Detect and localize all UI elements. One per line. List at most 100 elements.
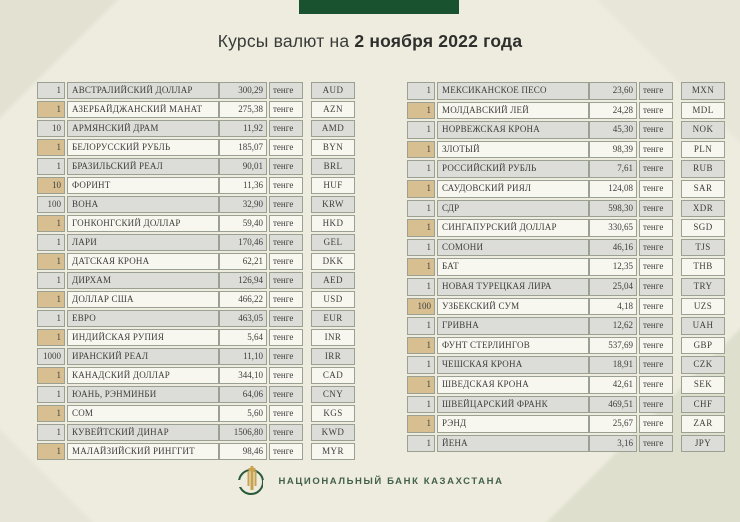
rate-value-cell: 25,04 (589, 277, 637, 296)
table-row: 1 ГОНКОНГСКИЙ ДОЛЛАР 59,40 тенге HKD (37, 215, 357, 232)
quantity-cell: 1 (37, 234, 65, 251)
table-row: 100 УЗБЕКСКИЙ СУМ 4,18 тенге UZS (407, 297, 727, 316)
currency-code-cell: XDR (681, 199, 725, 218)
quantity-cell: 1 (407, 395, 435, 414)
unit-cell: тенге (269, 158, 303, 175)
unit-cell: тенге (269, 367, 303, 384)
currency-name-cell: ДОЛЛАР США (67, 291, 219, 308)
unit-cell: тенге (639, 415, 673, 433)
quantity-cell: 1 (37, 291, 65, 308)
rate-value-cell: 300,29 (219, 82, 267, 99)
rate-value-cell: 18,91 (589, 356, 637, 374)
rate-value-cell: 275,38 (219, 101, 267, 118)
currency-code-cell: TJS (681, 238, 725, 257)
quantity-cell: 10 (37, 120, 65, 137)
currency-name-cell: ИНДИЙСКАЯ РУПИЯ (67, 329, 219, 346)
title-prefix: Курсы валют на (217, 31, 355, 51)
currency-code-cell: AUD (311, 82, 355, 99)
quantity-cell: 1 (37, 443, 65, 460)
table-row: 1 САУДОВСКИЙ РИЯЛ 124,08 тенге SAR (407, 179, 727, 198)
currency-name-cell: СДР (437, 199, 589, 218)
rate-value-cell: 90,01 (219, 158, 267, 175)
currency-code-cell: CAD (311, 367, 355, 384)
currency-name-cell: РОССИЙСКИЙ РУБЛЬ (437, 160, 589, 178)
table-row: 1 БАТ 12,35 тенге THB (407, 258, 727, 276)
currency-code-cell: KGS (311, 405, 355, 422)
currency-code-cell: ZAR (681, 415, 725, 433)
quantity-cell: 1 (37, 253, 65, 270)
rates-table-right: 1 МЕКСИКАНСКОЕ ПЕСО 23,60 тенге MXN 1 МО… (407, 82, 727, 454)
currency-code-cell: RUB (681, 160, 725, 178)
rate-value-cell: 12,35 (589, 258, 637, 276)
rate-value-cell: 537,69 (589, 336, 637, 355)
table-row: 1 БЕЛОРУССКИЙ РУБЛЬ 185,07 тенге BYN (37, 139, 357, 156)
rate-value-cell: 42,61 (589, 375, 637, 394)
currency-name-cell: ШВЕДСКАЯ КРОНА (437, 375, 589, 394)
rate-value-cell: 4,18 (589, 297, 637, 316)
quantity-cell: 1 (407, 140, 435, 159)
unit-cell: тенге (269, 405, 303, 422)
quantity-cell: 1 (407, 356, 435, 374)
quantity-cell: 1 (37, 329, 65, 346)
unit-cell: тенге (639, 160, 673, 178)
rate-value-cell: 12,62 (589, 317, 637, 335)
quantity-cell: 1 (407, 277, 435, 296)
rate-value-cell: 5,60 (219, 405, 267, 422)
currency-name-cell: ЧЕШСКАЯ КРОНА (437, 356, 589, 374)
unit-cell: тенге (269, 310, 303, 327)
unit-cell: тенге (639, 297, 673, 316)
national-bank-emblem-icon (236, 466, 268, 497)
currency-name-cell: АРМЯНСКИЙ ДРАМ (67, 120, 219, 137)
rate-value-cell: 45,30 (589, 121, 637, 139)
currency-name-cell: ФУНТ СТЕРЛИНГОВ (437, 336, 589, 355)
currency-code-cell: JPY (681, 434, 725, 453)
rate-value-cell: 11,92 (219, 120, 267, 137)
currency-code-cell: PLN (681, 140, 725, 159)
quantity-cell: 1 (37, 272, 65, 289)
unit-cell: тенге (639, 277, 673, 296)
currency-name-cell: ЙЕНА (437, 434, 589, 453)
currency-code-cell: DKK (311, 253, 355, 270)
unit-cell: тенге (639, 395, 673, 414)
currency-name-cell: ШВЕЙЦАРСКИЙ ФРАНК (437, 395, 589, 414)
quantity-cell: 1 (407, 434, 435, 453)
unit-cell: тенге (269, 120, 303, 137)
unit-cell: тенге (639, 375, 673, 394)
currency-name-cell: МЕКСИКАНСКОЕ ПЕСО (437, 82, 589, 100)
currency-name-cell: РЭНД (437, 415, 589, 433)
currency-name-cell: НОРВЕЖСКАЯ КРОНА (437, 121, 589, 139)
currency-name-cell: КАНАДСКИЙ ДОЛЛАР (67, 367, 219, 384)
quantity-cell: 1 (407, 121, 435, 139)
unit-cell: тенге (639, 356, 673, 374)
table-row: 1 КУВЕЙТСКИЙ ДИНАР 1506,80 тенге KWD (37, 424, 357, 441)
unit-cell: тенге (269, 291, 303, 308)
table-row: 100 ВОНА 32,90 тенге KRW (37, 196, 357, 213)
quantity-cell: 1 (37, 215, 65, 232)
quantity-cell: 1 (37, 310, 65, 327)
currency-code-cell: AED (311, 272, 355, 289)
quantity-cell: 1 (407, 258, 435, 276)
currency-code-cell: GEL (311, 234, 355, 251)
currency-name-cell: ЮАНЬ, РЭНМИНБИ (67, 386, 219, 403)
table-row: 1 КАНАДСКИЙ ДОЛЛАР 344,10 тенге CAD (37, 367, 357, 384)
quantity-cell: 1 (37, 386, 65, 403)
unit-cell: тенге (269, 348, 303, 365)
rate-value-cell: 330,65 (589, 219, 637, 237)
currency-code-cell: IRR (311, 348, 355, 365)
unit-cell: тенге (269, 196, 303, 213)
quantity-cell: 1 (37, 82, 65, 99)
table-row: 1 НОВАЯ ТУРЕЦКАЯ ЛИРА 25,04 тенге TRY (407, 277, 727, 296)
currency-name-cell: ГРИВНА (437, 317, 589, 335)
currency-code-cell: THB (681, 258, 725, 276)
rate-value-cell: 46,16 (589, 238, 637, 257)
table-row: 1 АЗЕРБАЙДЖАНСКИЙ МАНАТ 275,38 тенге AZN (37, 101, 357, 118)
unit-cell: тенге (269, 443, 303, 460)
quantity-cell: 100 (407, 297, 435, 316)
rate-value-cell: 11,36 (219, 177, 267, 194)
currency-code-cell: CNY (311, 386, 355, 403)
currency-name-cell: ФОРИНТ (67, 177, 219, 194)
table-row: 1000 ИРАНСКИЙ РЕАЛ 11,10 тенге IRR (37, 348, 357, 365)
currency-name-cell: БЕЛОРУССКИЙ РУБЛЬ (67, 139, 219, 156)
currency-name-cell: БАТ (437, 258, 589, 276)
table-row: 1 РЭНД 25,67 тенге ZAR (407, 415, 727, 433)
